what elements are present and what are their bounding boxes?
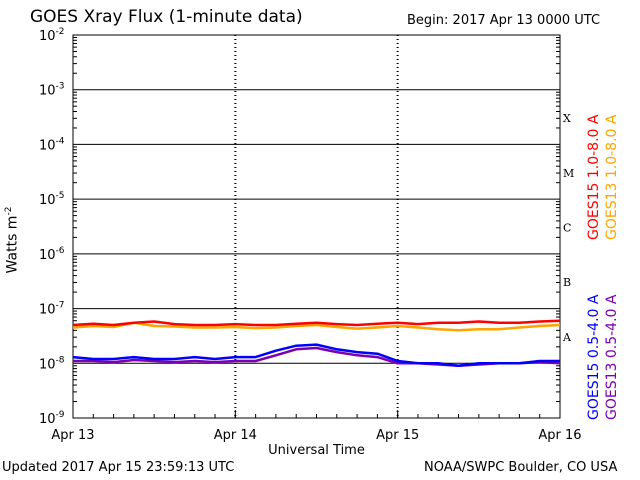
begin-label: Begin: xyxy=(407,13,449,28)
y-tick-label: 10-6 xyxy=(39,246,65,263)
x-tick-label: Apr 16 xyxy=(538,428,581,443)
series-line xyxy=(72,343,560,368)
legend-group-short: GOES15 0.5-4.0 A xyxy=(586,295,602,420)
y-tick-label: 10-5 xyxy=(39,191,65,208)
legend-goes15-long: GOES15 1.0-8.0 A xyxy=(586,114,602,240)
flare-class-label: A xyxy=(562,331,572,344)
y-tick-label: 10-2 xyxy=(39,27,65,44)
x-tick-label: Apr 13 xyxy=(51,428,94,443)
legend-goes13-short: GOES13 0.5-4.0 A xyxy=(604,294,620,420)
series-line xyxy=(72,321,561,332)
legend-goes15-short: GOES15 0.5-4.0 A xyxy=(586,294,602,420)
begin-value: 2017 Apr 13 0000 UTC xyxy=(452,13,601,28)
y-tick-label: 10-8 xyxy=(39,355,65,372)
legend-group-long: GOES15 1.0-8.0 A xyxy=(586,115,602,240)
chart-title: GOES Xray Flux (1-minute data) xyxy=(30,7,303,27)
series-line xyxy=(72,319,561,327)
x-tick-label: Apr 15 xyxy=(376,428,419,443)
x-axis-label: Universal Time xyxy=(268,443,365,458)
y-tick-label: 10-9 xyxy=(39,410,65,427)
flare-class-label: X xyxy=(563,112,571,125)
legend-group-short-13: GOES13 0.5-4.0 A xyxy=(604,295,620,420)
begin-time: Begin: 2017 Apr 13 0000 UTC xyxy=(407,13,600,28)
y-tick-label: 10-4 xyxy=(39,136,65,153)
flare-class-label: C xyxy=(563,222,571,235)
updated-timestamp: Updated 2017 Apr 15 23:59:13 UTC xyxy=(2,460,235,475)
y-tick-label: 10-7 xyxy=(39,301,65,318)
y-tick-label: 10-3 xyxy=(39,82,65,99)
flare-class-label: M xyxy=(563,167,574,180)
legend-goes13-long: GOES13 1.0-8.0 A xyxy=(604,114,620,240)
credit-text: NOAA/SWPC Boulder, CO USA xyxy=(424,460,618,475)
flare-class-label: B xyxy=(563,276,571,289)
x-tick-label: Apr 14 xyxy=(214,428,257,443)
legend-group-long-13: GOES13 1.0-8.0 A xyxy=(604,115,620,240)
